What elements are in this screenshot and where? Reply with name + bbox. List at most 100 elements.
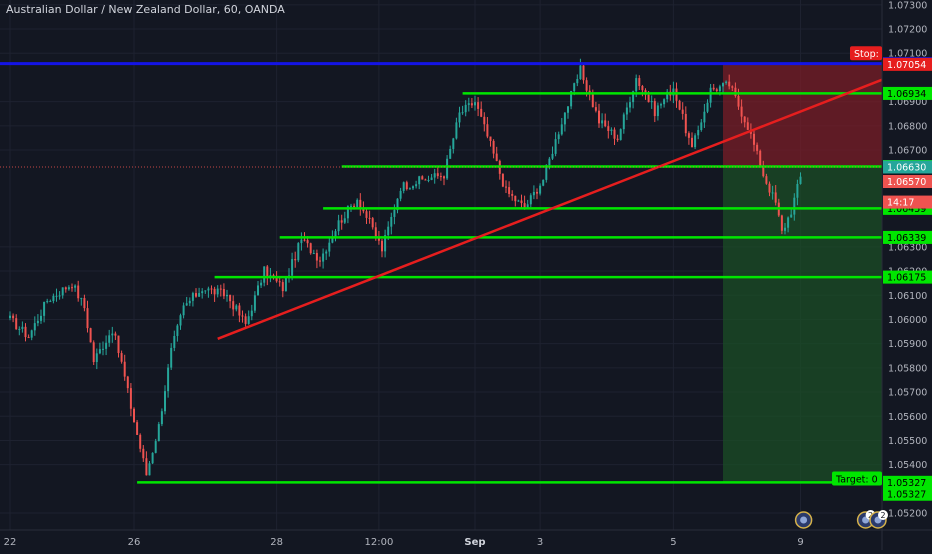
candle — [170, 347, 173, 368]
candle — [520, 200, 523, 204]
y-tick-label: 1.07200 — [888, 25, 927, 36]
candle — [743, 116, 746, 123]
candle — [774, 192, 777, 203]
y-tick-label: 1.06800 — [888, 121, 927, 132]
candle — [532, 191, 535, 196]
candle — [148, 463, 151, 476]
y-tick-label: 1.05400 — [888, 460, 927, 471]
candle — [796, 183, 799, 198]
candle — [536, 191, 538, 194]
x-tick-label: 22 — [4, 537, 17, 548]
target-annotation: Target: 0 — [835, 474, 878, 485]
candle — [514, 195, 517, 202]
candle — [594, 107, 597, 111]
candle — [610, 129, 613, 131]
event-count-label: 2 — [880, 511, 885, 520]
level-price-tag-bg — [883, 270, 932, 284]
candle — [154, 441, 157, 453]
candle — [691, 137, 693, 148]
candle — [114, 333, 117, 336]
candle — [64, 287, 67, 290]
candle — [619, 129, 622, 140]
candle — [393, 210, 396, 217]
candle — [458, 112, 461, 123]
y-tick-label: 1.05800 — [888, 363, 927, 374]
candle — [244, 316, 247, 324]
stop-annotation-box — [850, 46, 882, 61]
price-tag: 14:17 — [887, 198, 914, 209]
candle — [331, 237, 334, 243]
candle — [92, 342, 95, 363]
candle — [446, 158, 449, 179]
candle — [492, 140, 495, 154]
level-price-tag-bg — [883, 230, 932, 244]
y-tick-label: 1.05600 — [888, 412, 927, 423]
x-tick-label: 3 — [537, 537, 543, 548]
candle — [607, 126, 610, 131]
candle — [694, 135, 697, 148]
y-tick-label: 1.05700 — [888, 388, 927, 399]
candle — [539, 185, 542, 194]
y-tick-label: 1.07100 — [888, 49, 927, 60]
candle — [501, 173, 504, 187]
candle — [455, 122, 458, 139]
candle — [201, 291, 204, 294]
candle — [650, 101, 653, 103]
candle — [629, 102, 631, 108]
candle — [18, 328, 21, 330]
candle — [387, 226, 390, 236]
candle — [625, 107, 628, 115]
event-count-badge — [878, 510, 888, 520]
candle — [257, 285, 259, 296]
trend-line[interactable] — [217, 63, 922, 340]
level-price-tag: 1.05327 — [887, 478, 926, 489]
candle — [325, 251, 328, 254]
candle — [191, 293, 194, 301]
candle — [560, 124, 563, 135]
candle — [793, 197, 796, 215]
candle — [356, 199, 359, 207]
candle — [495, 153, 498, 161]
candle — [123, 361, 126, 377]
candle — [297, 243, 300, 261]
candle — [635, 78, 638, 92]
candle — [641, 85, 644, 91]
candle — [89, 328, 92, 343]
candle — [195, 293, 197, 297]
candle — [40, 315, 42, 321]
candle — [452, 138, 455, 149]
candle — [486, 124, 489, 137]
candle — [9, 315, 11, 319]
y-tick-label: 1.06700 — [888, 146, 927, 157]
candle — [300, 239, 303, 244]
candle — [421, 176, 424, 180]
candle — [27, 337, 30, 339]
candle — [21, 326, 24, 329]
candle — [43, 301, 46, 316]
candle — [235, 305, 238, 310]
candle — [309, 243, 312, 254]
price-tag-bg — [883, 195, 932, 209]
candle — [746, 122, 749, 130]
candle — [439, 176, 442, 178]
candle — [46, 301, 49, 303]
candle — [548, 158, 551, 166]
x-tick-label: 12:00 — [364, 537, 393, 548]
candle — [365, 211, 368, 218]
candle — [570, 91, 573, 107]
candle — [126, 376, 129, 389]
candle — [529, 195, 532, 205]
candle — [213, 288, 216, 295]
candle — [71, 287, 73, 289]
candle — [545, 165, 548, 180]
candle — [582, 65, 585, 81]
candle — [784, 227, 786, 231]
candle — [799, 176, 802, 184]
candle — [790, 214, 793, 218]
candle — [511, 193, 514, 196]
candle — [443, 176, 445, 179]
candle — [399, 190, 402, 199]
candle — [322, 253, 325, 262]
